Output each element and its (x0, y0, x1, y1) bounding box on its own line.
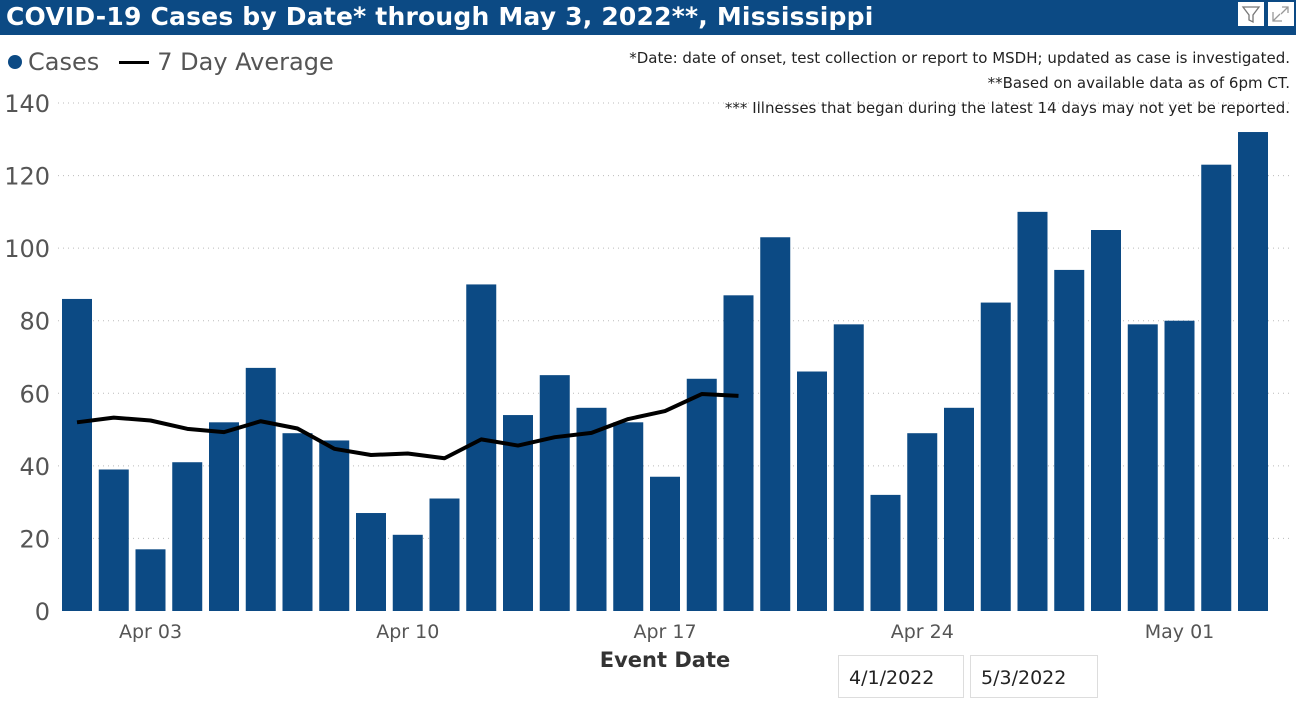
title-bar: COVID-19 Cases by Date* through May 3, 2… (0, 0, 1296, 35)
bar (686, 378, 717, 611)
bar (135, 549, 166, 611)
bar (98, 469, 129, 611)
filter-icon[interactable] (1238, 2, 1264, 26)
bar (319, 440, 350, 611)
bar (392, 534, 423, 611)
legend-cases-marker (8, 55, 22, 69)
bar (613, 422, 644, 611)
bar (1201, 164, 1232, 611)
bar (1017, 211, 1048, 611)
legend-average-marker (119, 60, 150, 64)
x-tick-label: Apr 17 (633, 621, 696, 643)
bar (172, 462, 203, 611)
bar (429, 498, 460, 611)
bar (1164, 320, 1195, 611)
bar (760, 237, 791, 611)
bar (980, 302, 1011, 611)
x-tick-label: Apr 10 (376, 621, 439, 643)
bar (576, 407, 607, 611)
bar (1127, 324, 1158, 611)
y-tick-label: 140 (4, 90, 50, 118)
bar (503, 415, 533, 611)
bar (356, 513, 386, 611)
note-1: *Date: date of onset, test collection or… (629, 49, 1290, 67)
legend: Cases 7 Day Average (8, 48, 334, 76)
legend-average-label: 7 Day Average (157, 48, 334, 76)
y-tick-label: 60 (19, 380, 50, 408)
bar (62, 298, 92, 611)
bar (1238, 132, 1268, 611)
y-tick-label: 20 (19, 525, 50, 553)
bar (209, 422, 239, 611)
bar (870, 494, 901, 611)
x-axis-title: Event Date (600, 648, 730, 672)
y-tick-label: 80 (19, 308, 50, 336)
bar (944, 407, 974, 611)
bar (466, 284, 497, 611)
bar (282, 433, 313, 611)
bar (1091, 230, 1121, 611)
bar (1054, 269, 1085, 611)
chart-title: COVID-19 Cases by Date* through May 3, 2… (6, 2, 874, 31)
y-tick-label: 0 (35, 598, 50, 626)
bar (245, 367, 276, 611)
note-2: **Based on available data as of 6pm CT. (987, 74, 1290, 92)
y-tick-label: 100 (4, 235, 50, 263)
bar (650, 476, 680, 611)
x-tick-label: Apr 24 (891, 621, 954, 643)
y-tick-label: 40 (19, 453, 50, 481)
legend-cases-label: Cases (28, 48, 100, 76)
x-tick-label: May 01 (1145, 621, 1215, 643)
bar (539, 375, 570, 611)
end-date-input[interactable]: 5/3/2022 (970, 655, 1098, 698)
focus-mode-icon[interactable] (1268, 2, 1294, 26)
average-line (76, 392, 739, 461)
bar (723, 295, 754, 611)
start-date-input[interactable]: 4/1/2022 (838, 655, 964, 698)
y-tick-label: 120 (4, 163, 50, 191)
bar (907, 433, 938, 611)
x-tick-label: Apr 03 (119, 621, 182, 643)
bar (833, 324, 864, 611)
bar (797, 371, 827, 611)
